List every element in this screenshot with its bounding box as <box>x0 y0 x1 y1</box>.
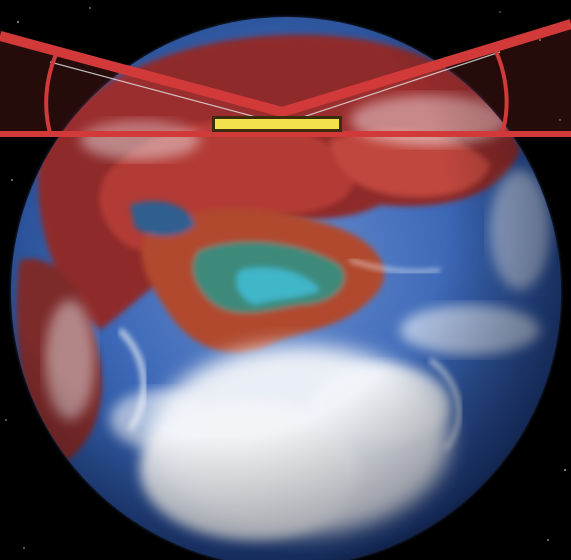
hud-bracket <box>0 18 571 137</box>
hud-chevron <box>0 19 571 118</box>
planet-globe <box>8 14 564 560</box>
starfield <box>5 7 566 549</box>
hud-right-arc <box>491 44 509 134</box>
progress-bar-fill <box>215 119 339 129</box>
hud-left-arc <box>44 49 60 134</box>
hud-baseline <box>0 131 571 137</box>
progress-bar <box>212 116 342 132</box>
